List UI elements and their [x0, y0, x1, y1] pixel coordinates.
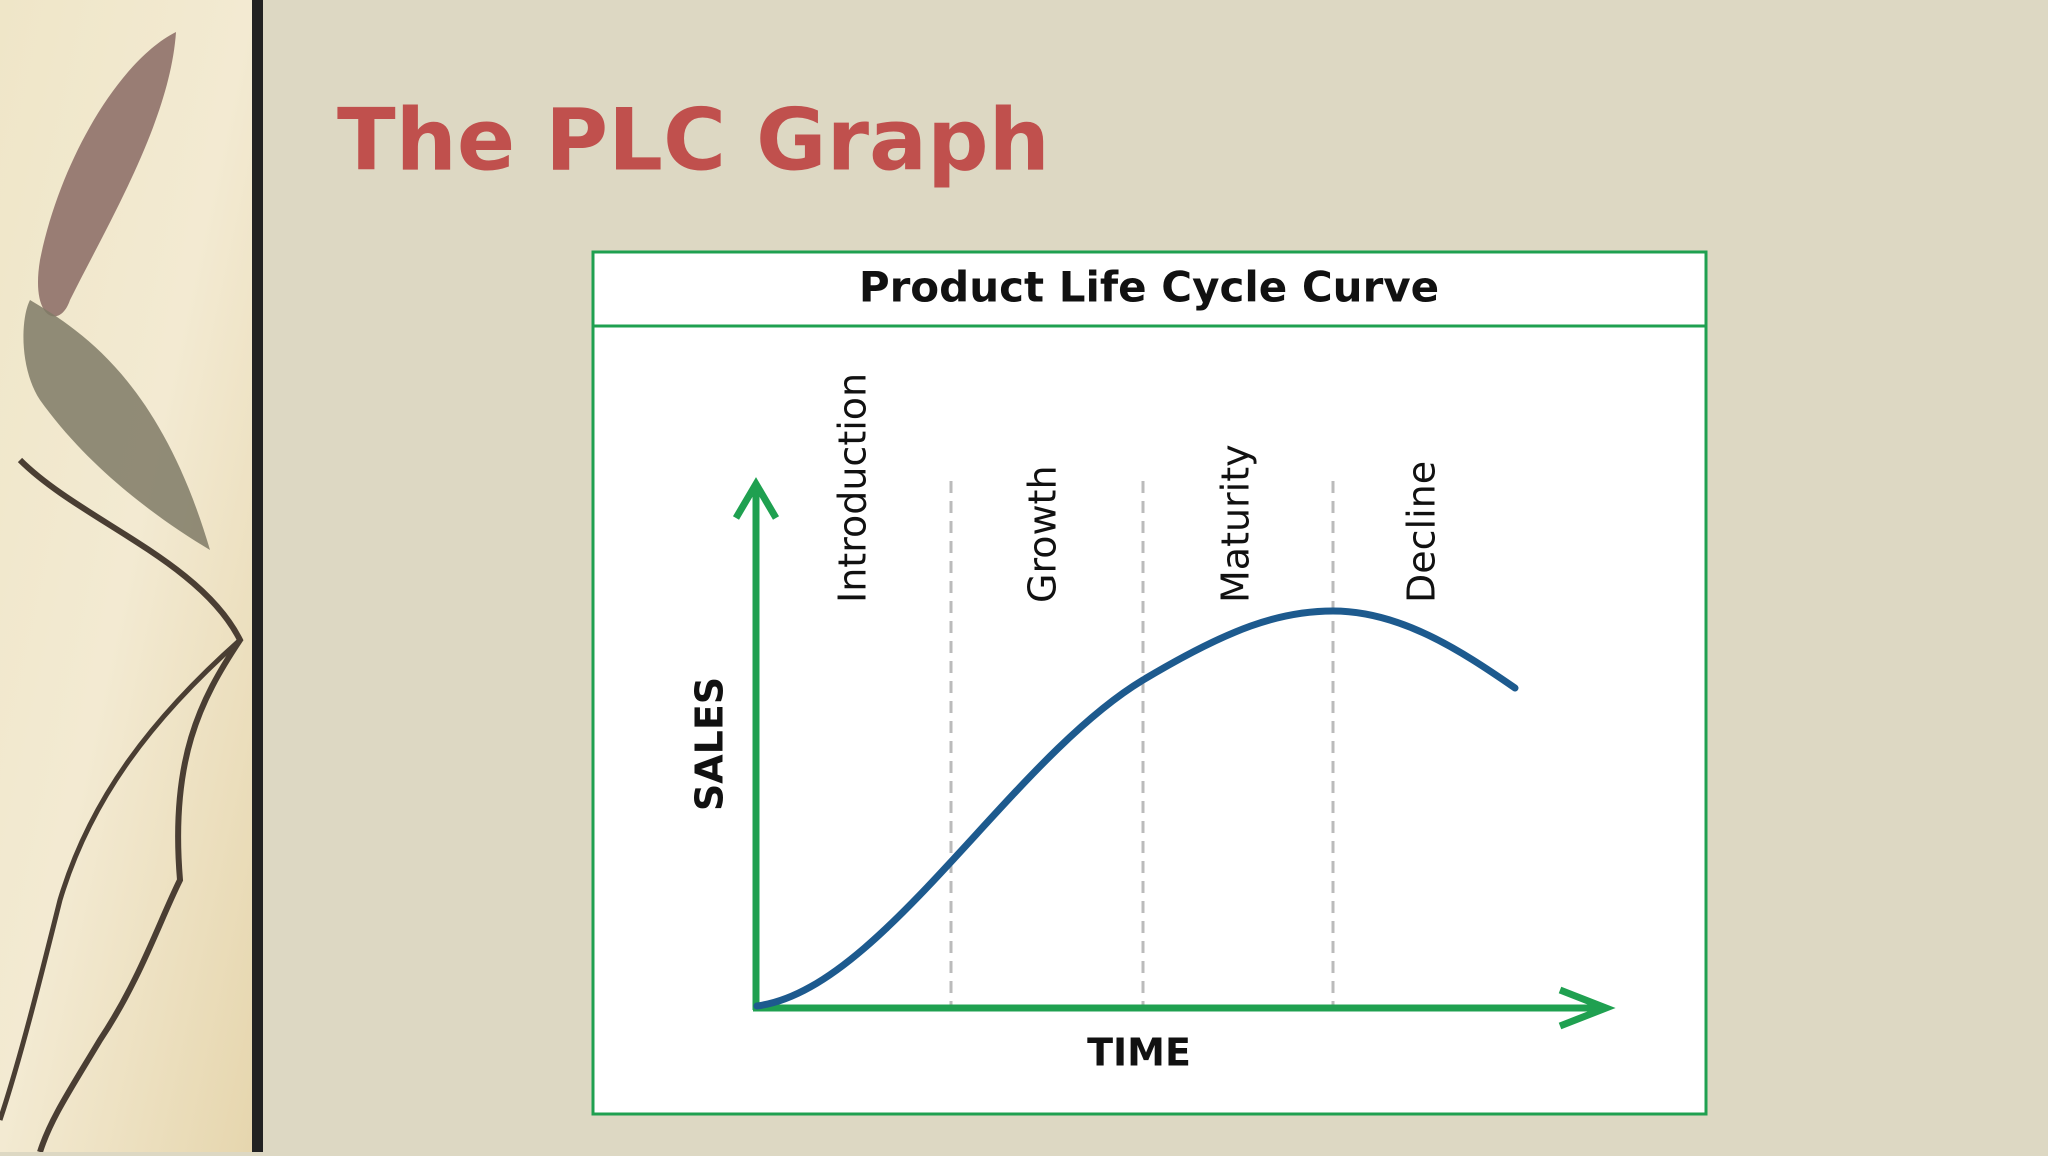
x-axis-label: TIME [1087, 1031, 1191, 1075]
diagram-title: Product Life Cycle Curve [859, 263, 1439, 312]
diagram-frame [591, 250, 1708, 1116]
axes [732, 477, 1616, 1030]
stage-label: Introduction [831, 373, 875, 603]
divider-bar [252, 0, 263, 1152]
stage-dividers [949, 481, 1335, 1008]
stage-label: Growth [1021, 465, 1065, 603]
stage-label: Maturity [1214, 444, 1258, 603]
stage-label: Decline [1400, 461, 1444, 603]
slide-title: The PLC Graph [337, 90, 1050, 190]
x-axis-arrow [1558, 986, 1616, 1030]
y-axis-arrow [732, 477, 780, 520]
plc-curve [753, 607, 1519, 1010]
y-axis-label: SALES [688, 677, 732, 811]
leaf-decoration [0, 0, 252, 1153]
stage-labels: Introduction Growth Maturity Decline [831, 373, 1444, 603]
